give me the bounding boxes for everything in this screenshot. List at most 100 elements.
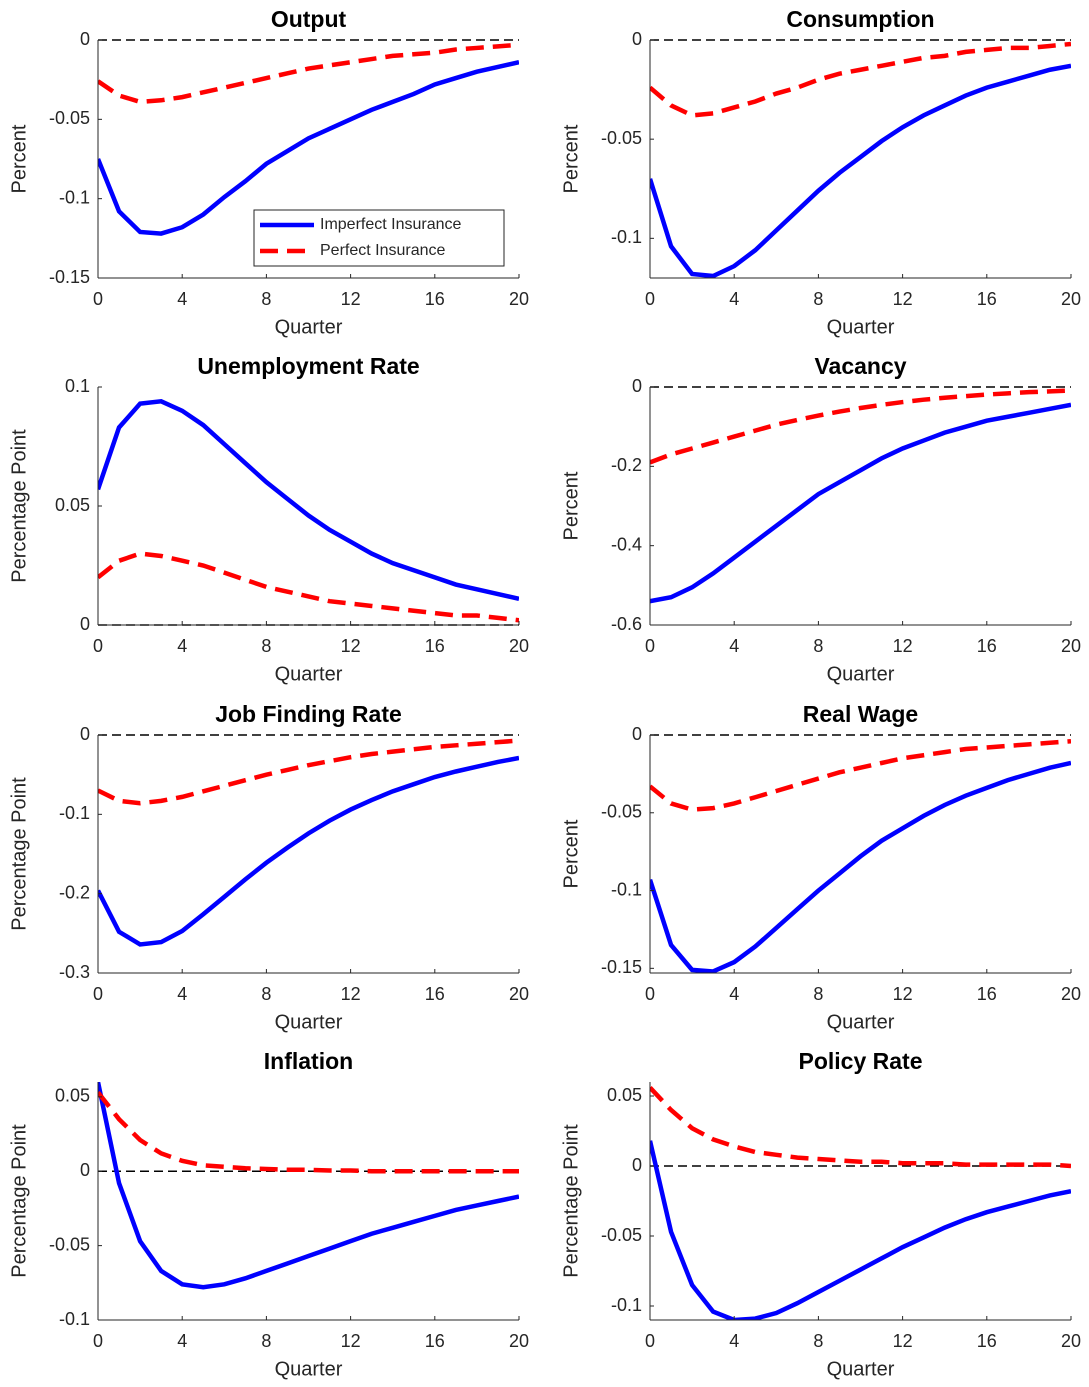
chart-title: Consumption bbox=[786, 6, 934, 32]
y-tick-label: -0.1 bbox=[611, 1295, 642, 1315]
series-line bbox=[98, 1082, 519, 1290]
x-tick-label: 20 bbox=[1061, 289, 1081, 309]
x-tick-label: 12 bbox=[341, 1331, 361, 1351]
x-tick-label: 20 bbox=[1061, 984, 1081, 1004]
x-tick-label: 16 bbox=[977, 289, 997, 309]
x-tick-label: 20 bbox=[1061, 1331, 1081, 1351]
x-tick-label: 0 bbox=[93, 289, 103, 309]
legend-label: Perfect Insurance bbox=[320, 242, 446, 259]
y-tick-label: 0.05 bbox=[607, 1085, 642, 1105]
x-tick-label: 0 bbox=[645, 289, 655, 309]
legend-label: Imperfect Insurance bbox=[320, 216, 462, 233]
y-tick-label: -0.2 bbox=[611, 455, 642, 475]
y-tick-label: 0.05 bbox=[55, 1086, 90, 1106]
y-tick-label: -0.1 bbox=[59, 803, 90, 823]
y-tick-label: -0.05 bbox=[49, 108, 90, 128]
x-tick-label: 12 bbox=[341, 984, 361, 1004]
x-tick-label: 4 bbox=[729, 636, 739, 656]
x-tick-label: 8 bbox=[813, 984, 823, 1004]
series-line bbox=[650, 388, 1071, 465]
x-axis-label: Quarter bbox=[275, 1358, 343, 1380]
y-tick-label: 0 bbox=[80, 614, 90, 634]
y-axis-label: Percentage Point bbox=[8, 429, 30, 583]
x-tick-label: 20 bbox=[509, 636, 529, 656]
x-tick-label: 4 bbox=[729, 289, 739, 309]
series-line bbox=[650, 63, 1071, 278]
x-tick-label: 8 bbox=[261, 1331, 271, 1351]
x-tick-label: 16 bbox=[977, 984, 997, 1004]
x-tick-label: 4 bbox=[177, 636, 187, 656]
x-tick-label: 8 bbox=[261, 289, 271, 309]
y-tick-label: -0.6 bbox=[611, 614, 642, 634]
series-line bbox=[650, 402, 1071, 604]
x-tick-label: 12 bbox=[341, 289, 361, 309]
y-axis-label: Percent bbox=[560, 471, 582, 540]
y-tick-label: -0.4 bbox=[611, 534, 642, 554]
x-tick-label: 4 bbox=[177, 984, 187, 1004]
y-tick-label: -0.1 bbox=[611, 879, 642, 899]
y-axis-label: Percent bbox=[560, 124, 582, 193]
y-tick-label: 0 bbox=[80, 29, 90, 49]
x-tick-label: 8 bbox=[261, 984, 271, 1004]
y-tick-label: 0.1 bbox=[65, 376, 90, 396]
x-tick-label: 0 bbox=[645, 636, 655, 656]
y-axis-label: Percent bbox=[560, 819, 582, 888]
x-tick-label: 8 bbox=[813, 289, 823, 309]
chart-title: Inflation bbox=[264, 1048, 353, 1074]
y-tick-label: 0 bbox=[632, 724, 642, 744]
y-tick-label: -0.05 bbox=[49, 1234, 90, 1254]
y-axis-label: Percentage Point bbox=[560, 1124, 582, 1278]
y-tick-label: -0.1 bbox=[59, 1309, 90, 1329]
chart-title: Vacancy bbox=[814, 353, 906, 379]
series-line bbox=[98, 738, 519, 806]
x-axis-label: Quarter bbox=[275, 1011, 343, 1033]
x-axis-label: Quarter bbox=[827, 663, 895, 685]
x-tick-label: 16 bbox=[425, 636, 445, 656]
x-tick-label: 20 bbox=[509, 289, 529, 309]
series-line bbox=[98, 551, 519, 623]
x-tick-label: 0 bbox=[645, 984, 655, 1004]
x-axis-label: Quarter bbox=[275, 316, 343, 338]
chart-title: Output bbox=[271, 6, 347, 32]
x-tick-label: 8 bbox=[813, 636, 823, 656]
y-tick-label: -0.2 bbox=[59, 882, 90, 902]
series-line bbox=[98, 398, 519, 602]
x-axis-label: Quarter bbox=[827, 1358, 895, 1380]
chart-title: Real Wage bbox=[803, 701, 918, 727]
series-line bbox=[98, 42, 519, 105]
series-line bbox=[650, 1086, 1071, 1169]
y-axis-label: Percentage Point bbox=[8, 1124, 30, 1278]
x-tick-label: 8 bbox=[261, 636, 271, 656]
y-axis-label: Percent bbox=[8, 124, 30, 193]
x-tick-label: 20 bbox=[509, 984, 529, 1004]
y-tick-label: -0.15 bbox=[49, 267, 90, 287]
x-tick-label: 4 bbox=[729, 984, 739, 1004]
y-tick-label: -0.05 bbox=[601, 1225, 642, 1245]
x-tick-label: 8 bbox=[813, 1331, 823, 1351]
series-line bbox=[98, 1091, 519, 1174]
x-tick-label: 0 bbox=[93, 984, 103, 1004]
y-tick-label: -0.15 bbox=[601, 957, 642, 977]
x-tick-label: 0 bbox=[93, 636, 103, 656]
y-tick-label: 0 bbox=[632, 1155, 642, 1175]
x-tick-label: 16 bbox=[977, 1331, 997, 1351]
y-tick-label: 0 bbox=[80, 724, 90, 744]
x-tick-label: 12 bbox=[893, 636, 913, 656]
y-tick-label: -0.05 bbox=[601, 802, 642, 822]
x-tick-label: 20 bbox=[1061, 636, 1081, 656]
y-tick-label: -0.3 bbox=[59, 962, 90, 982]
x-tick-label: 4 bbox=[177, 1331, 187, 1351]
x-tick-label: 4 bbox=[729, 1331, 739, 1351]
x-tick-label: 0 bbox=[645, 1331, 655, 1351]
x-tick-label: 16 bbox=[425, 289, 445, 309]
x-tick-label: 16 bbox=[425, 984, 445, 1004]
chart-title: Policy Rate bbox=[799, 1048, 923, 1074]
y-tick-label: 0 bbox=[632, 376, 642, 396]
y-axis-label: Percentage Point bbox=[8, 777, 30, 931]
x-axis-label: Quarter bbox=[827, 1011, 895, 1033]
series-line bbox=[98, 60, 519, 236]
series-line bbox=[650, 41, 1071, 118]
x-tick-label: 16 bbox=[977, 636, 997, 656]
